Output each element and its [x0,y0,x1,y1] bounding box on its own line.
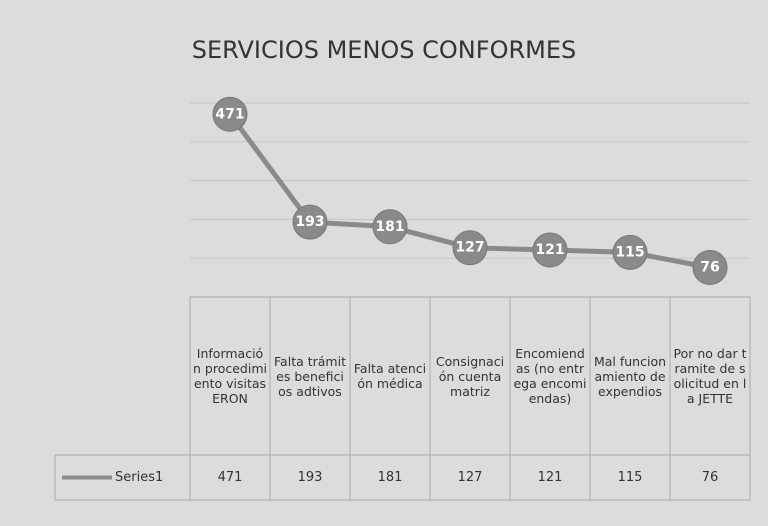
data-point [372,209,408,245]
data-point [692,250,728,286]
category-label: Falta trámites beneficios adtivos [274,353,346,399]
data-point [452,230,488,266]
table-value: 193 [297,470,323,485]
category-label: Mal funcionamiento de expendios [593,353,667,399]
data-point [532,232,568,268]
data-label: 76 [700,260,719,276]
table-value: 181 [377,470,403,485]
table-value: 76 [701,470,719,485]
category-label: Encomiendas (no entrega encomiendas) [513,346,587,406]
data-label: 115 [615,244,644,260]
data-label: 471 [215,106,244,122]
data-point [212,96,248,132]
table-value: 127 [457,470,483,485]
data-label: 121 [535,242,564,258]
data-label: 193 [295,214,324,230]
data-label: 127 [455,240,484,256]
category-label: Información procedimiento visitas ERON [193,346,267,406]
table-border [189,296,751,501]
chart-title: SERVICIOS MENOS CONFORMES [191,36,577,64]
data-point [292,204,328,240]
category-label: Falta atención médica [353,361,427,391]
table-value: 121 [537,470,563,485]
data-point [612,234,648,270]
table-value: 471 [217,470,243,485]
category-label: Consignación cuenta matriz [435,353,505,399]
table-value: 115 [617,470,643,485]
legend-label: Series1 [115,470,164,485]
category-label: Por no dar tramite de solicitud en la JE… [673,346,747,406]
data-label: 181 [375,219,404,235]
